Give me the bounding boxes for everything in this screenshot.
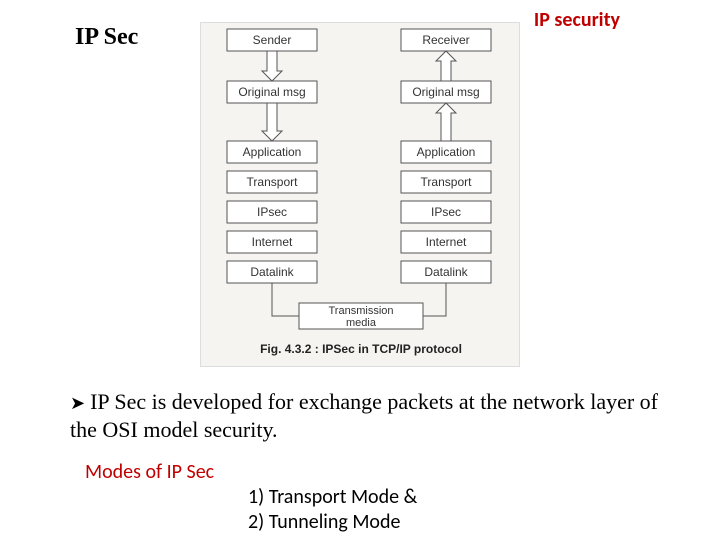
svg-text:Datalink: Datalink (250, 265, 294, 279)
svg-text:IPsec: IPsec (431, 205, 461, 219)
page-title-right: IP security (534, 8, 620, 32)
slide: IP Sec IP security Sender Original msg App… (0, 0, 720, 540)
svg-text:Application: Application (417, 145, 476, 159)
svg-text:Original msg: Original msg (238, 85, 305, 99)
bullet-point: ➤ IP Sec is developed for exchange packe… (70, 388, 680, 443)
svg-text:Fig. 4.3.2 : IPSec in TCP/IP p: Fig. 4.3.2 : IPSec in TCP/IP protocol (260, 342, 462, 356)
page-title-left: IP Sec (75, 24, 138, 51)
modes-list-item: 2) Tunneling Mode (248, 510, 417, 535)
svg-text:Internet: Internet (426, 235, 467, 249)
svg-text:Original msg: Original msg (412, 85, 479, 99)
svg-text:Transport: Transport (421, 175, 473, 189)
modes-heading: Modes of IP Sec (85, 460, 214, 484)
svg-text:Transport: Transport (247, 175, 299, 189)
ipsec-flowchart: Sender Original msg Application Transport IP… (201, 23, 521, 368)
modes-list: 1) Transport Mode & 2) Tunneling Mode (248, 485, 417, 535)
svg-text:Datalink: Datalink (424, 265, 468, 279)
svg-text:media: media (346, 317, 377, 329)
bullet-text: IP Sec is developed for exchange packets… (70, 389, 658, 442)
svg-text:Receiver: Receiver (422, 33, 469, 47)
svg-text:Sender: Sender (253, 33, 292, 47)
diagram-container: Sender Original msg Application Transport IP… (200, 22, 520, 367)
svg-text:IPsec: IPsec (257, 205, 287, 219)
svg-text:Transmission: Transmission (329, 305, 394, 317)
bullet-arrow-icon: ➤ (70, 393, 90, 413)
modes-list-item: 1) Transport Mode & (248, 485, 417, 510)
svg-text:Application: Application (243, 145, 302, 159)
svg-text:Internet: Internet (252, 235, 293, 249)
